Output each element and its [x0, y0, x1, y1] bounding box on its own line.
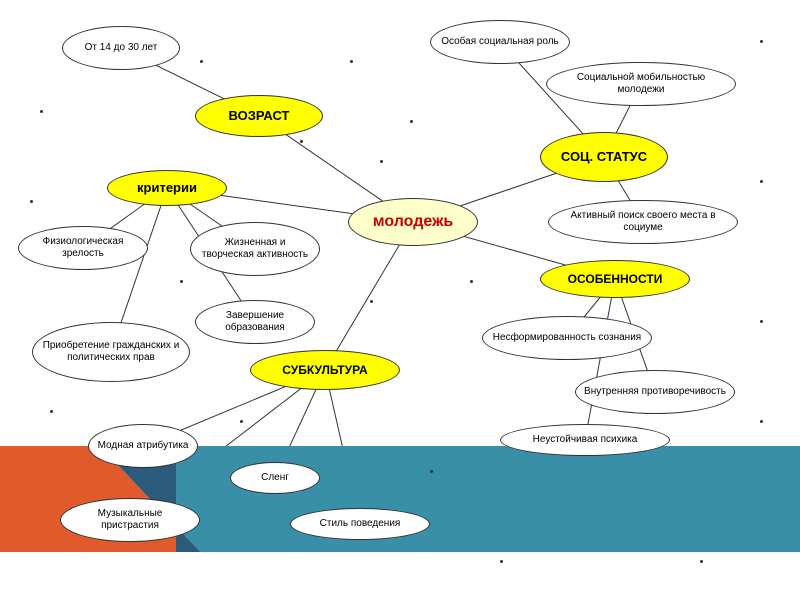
node-vnutr: Внутренняя противоречивость	[575, 370, 735, 414]
node-stil: Стиль поведения	[290, 508, 430, 540]
node-age14_30: От 14 до 30 лет	[62, 26, 180, 70]
node-fiziol: Физиологическая зрелость	[18, 226, 148, 270]
node-aktiv: Активный поиск своего места в социуме	[548, 200, 738, 244]
node-socstatus: СОЦ. СТАТУС	[540, 132, 668, 182]
node-osobaya: Особая социальная роль	[430, 20, 570, 64]
node-neust: Неустойчивая психика	[500, 424, 670, 456]
node-center: молодежь	[348, 198, 478, 246]
node-kriterii: критерии	[107, 170, 227, 206]
node-zaversh: Завершение образования	[195, 300, 315, 344]
node-subkultura: СУБКУЛЬТУРА	[250, 350, 400, 390]
node-vozrast: ВОЗРАСТ	[195, 95, 323, 137]
node-zhizn: Жизненная и творческая активность	[190, 222, 320, 276]
node-priobret: Приобретение гражданских и политических …	[32, 322, 190, 382]
node-socmob: Социальной мобильностью молодежи	[546, 62, 736, 106]
node-modnaya: Модная атрибутика	[88, 424, 198, 468]
node-muzyk: Музыкальные пристрастия	[60, 498, 200, 542]
node-sleng: Сленг	[230, 462, 320, 494]
node-osobennosti: ОСОБЕННОСТИ	[540, 260, 690, 298]
node-nesform: Несформированность сознания	[482, 316, 652, 360]
